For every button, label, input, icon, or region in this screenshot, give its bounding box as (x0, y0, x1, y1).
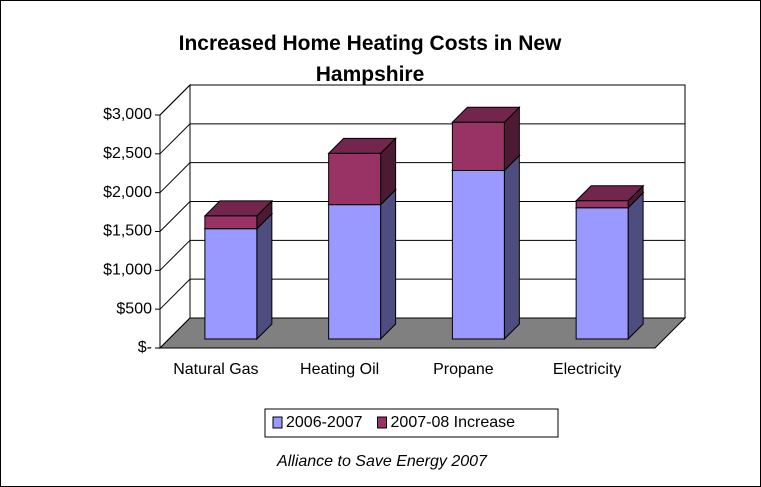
legend-label: 2006-2007 (286, 414, 363, 431)
legend-swatch (377, 416, 388, 429)
x-tick-label: Heating Oil (300, 361, 379, 378)
y-tick-label: $1,500 (103, 223, 152, 240)
grid-line (159, 123, 685, 155)
bar-side (627, 191, 644, 341)
legend-swatch (272, 416, 283, 429)
bar-side (503, 154, 520, 341)
source-note: Alliance to Save Energy 2007 (276, 453, 488, 470)
y-tick-label: $500 (116, 300, 152, 317)
y-tick-label: $2,500 (103, 145, 152, 162)
chart-title: Increased Home Heating Costs in New Hamp… (178, 32, 562, 86)
bar (575, 207, 629, 340)
y-tick-label: $- (138, 339, 152, 356)
bar-side (256, 212, 273, 341)
y-tick-label: $1,000 (103, 262, 152, 279)
y-tick-label: $2,000 (103, 184, 152, 201)
floor (158, 317, 687, 349)
x-tick-label: Propane (433, 361, 494, 378)
bar (451, 169, 505, 340)
bar (451, 121, 505, 171)
grid-line (159, 162, 685, 194)
legend-box (264, 408, 559, 438)
x-tick-label: Electricity (553, 361, 621, 378)
grid-line (159, 278, 685, 310)
bar (328, 204, 382, 340)
legend-label: 2007-08 Increase (391, 414, 516, 431)
bar (204, 228, 258, 340)
grid-line (159, 84, 685, 116)
bar (575, 200, 629, 209)
grid-line (159, 239, 685, 271)
bar (204, 215, 258, 230)
bar (328, 152, 382, 206)
x-tick-label: Natural Gas (173, 361, 258, 378)
y-tick-label: $3,000 (103, 106, 152, 123)
grid-line (159, 201, 685, 232)
bar-side (380, 188, 397, 341)
